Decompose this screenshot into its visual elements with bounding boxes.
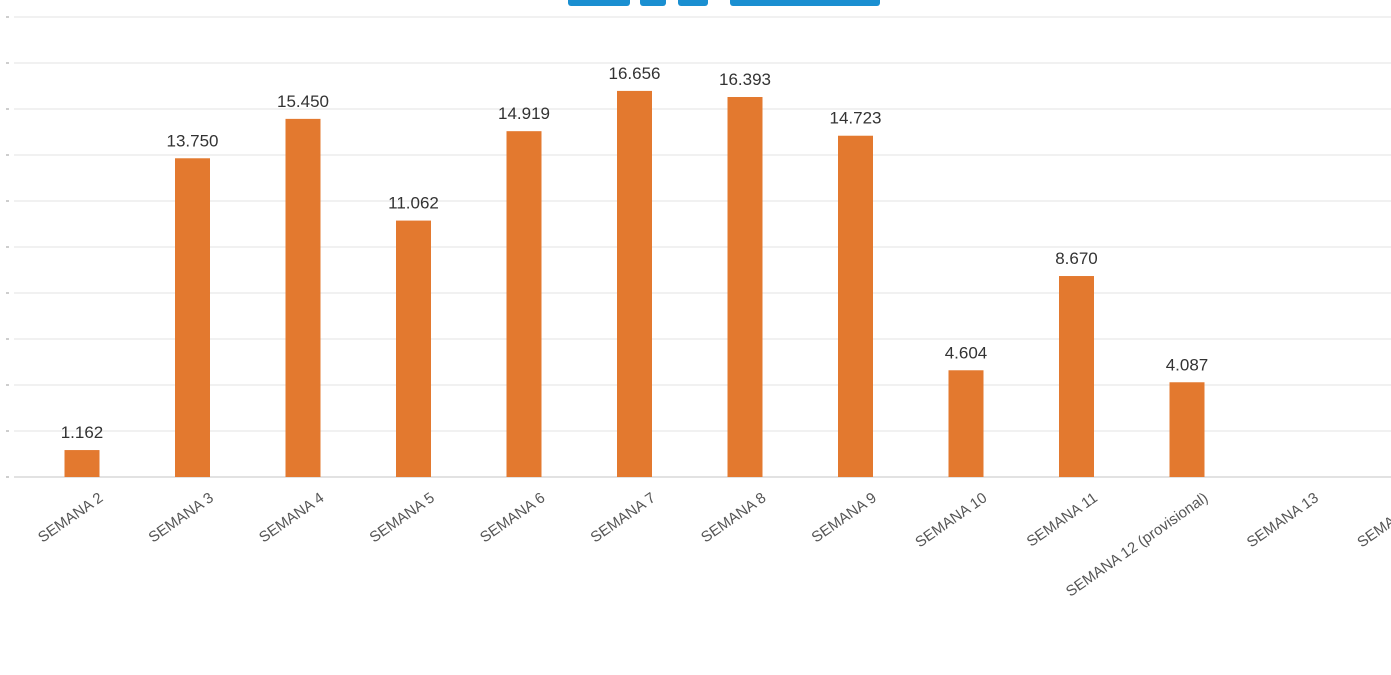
bar	[1169, 382, 1205, 477]
data-label: 15.450	[277, 92, 329, 111]
category-label: SEMANA 14	[1354, 489, 1391, 551]
bars	[64, 90, 1205, 478]
data-label: 4.604	[945, 343, 988, 362]
bar	[727, 97, 763, 478]
bar	[838, 135, 873, 477]
chart-title-fragment	[568, 0, 880, 6]
category-label: SEMANA 13	[1244, 489, 1322, 551]
category-label: SEMANA 9	[809, 489, 880, 546]
category-labels: SEMANA 2 SEMANA 3 SEMANA 4 SEMANA 5 SEMANA 6…	[35, 489, 1391, 600]
bar	[617, 90, 652, 478]
grid-lines	[6, 16, 1391, 478]
data-label: 16.656	[609, 64, 661, 83]
data-label: 1.162	[61, 423, 104, 442]
category-label: SEMANA 2	[35, 489, 106, 546]
category-label: SEMANA 6	[477, 489, 548, 546]
data-label: 13.750	[167, 131, 219, 150]
bar	[506, 131, 542, 477]
category-label: SEMANA 3	[146, 489, 217, 546]
bar	[285, 118, 321, 477]
data-label: 11.062	[388, 194, 439, 213]
value-labels: 1.162 13.750 15.450 11.062 14.919 16.656 16.39…	[61, 64, 1209, 442]
category-label: SEMANA 11	[1024, 489, 1101, 550]
bar	[64, 450, 100, 477]
category-label: SEMANA 10	[912, 489, 990, 551]
data-label: 8.670	[1055, 249, 1098, 268]
data-label: 4.087	[1166, 355, 1209, 374]
data-label: 16.393	[719, 70, 771, 89]
category-label: SEMANA 7	[588, 489, 659, 546]
category-label: SEMANA 4	[256, 489, 327, 546]
data-label: 14.723	[830, 109, 882, 128]
bar	[175, 158, 210, 477]
bar	[1059, 276, 1094, 477]
category-label: SEMANA 8	[698, 489, 769, 546]
data-label: 14.919	[498, 104, 550, 123]
bar	[396, 220, 431, 478]
bar	[948, 370, 984, 477]
category-label: SEMANA 5	[367, 489, 438, 546]
